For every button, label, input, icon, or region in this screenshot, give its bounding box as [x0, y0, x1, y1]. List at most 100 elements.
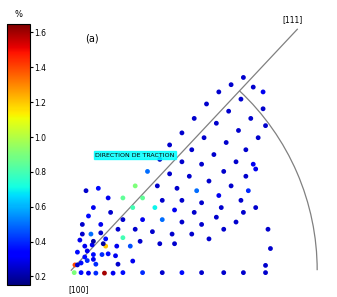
- Point: [98, 222, 103, 227]
- Point: [157, 157, 162, 162]
- Point: [179, 270, 185, 275]
- Point: [137, 239, 143, 244]
- Point: [88, 232, 94, 236]
- Point: [140, 270, 145, 275]
- Point: [152, 205, 158, 210]
- Point: [105, 252, 111, 256]
- Point: [221, 169, 226, 174]
- Point: [132, 227, 138, 232]
- Point: [111, 271, 116, 276]
- Point: [115, 262, 121, 267]
- Point: [150, 229, 155, 234]
- Point: [250, 162, 256, 167]
- Point: [241, 270, 246, 275]
- Point: [91, 205, 96, 210]
- Point: [214, 121, 219, 126]
- Point: [105, 195, 111, 200]
- Point: [71, 270, 77, 275]
- Point: [243, 147, 249, 152]
- Point: [120, 195, 126, 200]
- Point: [103, 244, 109, 249]
- Point: [80, 232, 85, 236]
- Point: [202, 135, 207, 140]
- Point: [228, 184, 234, 188]
- Point: [77, 238, 83, 242]
- Point: [86, 214, 91, 218]
- Point: [219, 205, 224, 210]
- Point: [103, 236, 109, 241]
- Point: [130, 205, 135, 210]
- Point: [83, 188, 89, 193]
- Point: [238, 198, 244, 203]
- Point: [99, 252, 105, 257]
- Point: [233, 159, 239, 164]
- Point: [82, 255, 88, 259]
- Point: [174, 186, 180, 191]
- Point: [179, 159, 185, 164]
- Point: [263, 263, 268, 268]
- Point: [170, 232, 175, 236]
- Point: [189, 232, 194, 236]
- Point: [236, 128, 241, 133]
- Point: [145, 169, 150, 174]
- Point: [113, 253, 118, 258]
- Point: [159, 198, 165, 203]
- Point: [93, 271, 98, 276]
- Point: [96, 186, 101, 191]
- Point: [89, 243, 95, 247]
- Point: [255, 135, 261, 140]
- Point: [91, 252, 96, 257]
- Point: [214, 215, 219, 219]
- Point: [221, 227, 226, 232]
- Point: [243, 174, 249, 178]
- Point: [216, 193, 221, 198]
- Point: [204, 102, 209, 106]
- Point: [199, 270, 204, 275]
- Point: [221, 270, 226, 275]
- Point: [172, 208, 177, 212]
- Point: [246, 188, 251, 193]
- Point: [263, 123, 268, 128]
- Point: [79, 260, 84, 265]
- Point: [93, 262, 98, 267]
- Point: [82, 244, 88, 249]
- Point: [155, 184, 160, 188]
- Point: [80, 222, 85, 227]
- Point: [91, 239, 96, 244]
- Point: [167, 143, 172, 147]
- Point: [199, 222, 204, 227]
- Point: [263, 270, 268, 275]
- Point: [261, 106, 266, 111]
- Point: [238, 97, 244, 102]
- Point: [115, 227, 121, 232]
- Point: [159, 217, 165, 222]
- Point: [132, 184, 138, 188]
- Point: [191, 116, 197, 121]
- Point: [75, 250, 80, 255]
- Point: [194, 188, 200, 193]
- Point: [86, 271, 91, 276]
- Point: [79, 270, 84, 275]
- Point: [179, 220, 185, 225]
- Point: [75, 263, 80, 267]
- Point: [216, 89, 221, 94]
- Point: [130, 259, 135, 263]
- Point: [187, 174, 192, 178]
- Point: [253, 167, 258, 171]
- Point: [265, 227, 271, 232]
- Point: [226, 109, 231, 113]
- Point: [172, 241, 177, 246]
- Point: [120, 217, 126, 222]
- Point: [91, 257, 96, 262]
- Point: [248, 116, 253, 121]
- Point: [250, 85, 256, 89]
- Point: [223, 140, 229, 145]
- Point: [85, 258, 90, 263]
- Point: [241, 75, 246, 80]
- Point: [100, 241, 106, 246]
- Point: [114, 244, 119, 249]
- Text: (a): (a): [85, 34, 98, 44]
- Point: [268, 246, 273, 251]
- Text: %: %: [14, 10, 23, 18]
- Point: [199, 162, 204, 167]
